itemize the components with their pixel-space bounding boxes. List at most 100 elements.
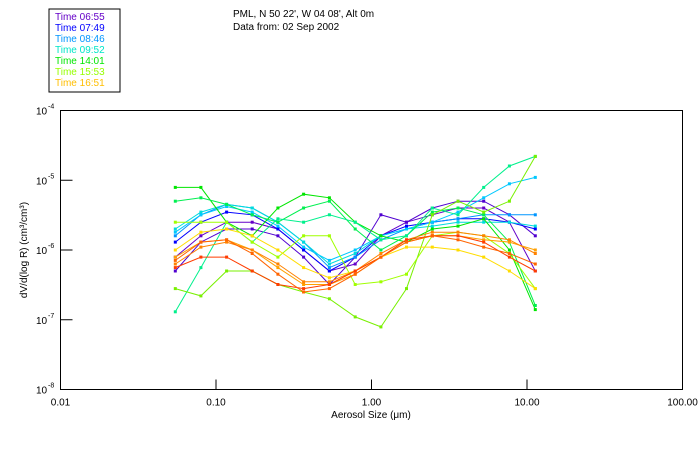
data-point [482,213,486,217]
data-point [533,252,537,255]
data-point [507,240,511,244]
data-point [533,269,537,273]
data-point [276,224,280,228]
data-point [353,220,357,224]
y-axis-label: dV/d(log R) (cm³/cm³) [19,202,30,298]
legend-entry: Time 08:46 [55,34,105,45]
data-point [250,234,254,238]
data-point [173,248,177,252]
data-point [327,269,331,273]
data-point [405,227,408,231]
data-point [276,206,280,210]
data-point [430,234,434,238]
data-point [430,224,434,228]
data-point [379,238,383,242]
data-point [225,227,229,231]
data-point [456,217,460,221]
y-tick-exponent: -4 [48,104,54,111]
legend-entry: Time 06:55 [55,12,105,23]
data-point [173,227,177,231]
data-point [405,272,408,276]
y-tick-label: 10 -6 [36,243,54,257]
data-point [276,248,280,252]
data-point [507,238,511,242]
data-point [327,276,331,280]
data-point [353,227,357,231]
data-point [533,248,537,252]
data-point [533,224,537,228]
series-11 [173,220,537,291]
data-point [327,213,331,217]
data-point [353,252,357,255]
data-point [199,245,203,249]
data-point [533,304,537,307]
data-point [379,234,383,238]
data-point [302,290,306,294]
x-tick-label: 0.01 [51,398,71,409]
data-point [302,245,306,249]
series-line [175,221,536,289]
series-16 [173,234,537,294]
series-line [175,197,536,306]
data-point [199,240,203,244]
data-point [353,269,357,273]
data-point [199,234,203,238]
data-point [250,248,254,252]
data-point [405,224,408,228]
data-point [405,245,408,249]
data-point [173,310,177,314]
data-point [199,213,203,217]
data-point [199,266,203,270]
x-axis-label: Aerosol Size (μm) [331,410,411,421]
series-line [174,155,536,313]
data-point [225,202,229,206]
data-point [482,217,486,221]
data-point [173,199,177,203]
data-point [327,297,331,301]
data-point [276,255,280,259]
data-point [327,199,331,203]
data-point [302,240,306,244]
data-point [482,240,486,244]
data-point [353,248,357,252]
data-point [173,234,177,238]
data-point [533,175,537,179]
legend-entry: Time 09:52 [55,45,105,56]
data-point [482,210,486,214]
data-point [353,283,357,286]
data-point [507,199,511,203]
data-point [379,255,383,259]
data-point [276,266,280,270]
data-point [276,220,280,224]
data-point [430,230,434,234]
data-point [173,185,177,189]
data-point [379,248,383,252]
data-point [276,262,280,266]
data-point [173,255,177,259]
y-tick-exponent: -8 [48,383,54,390]
data-point [327,196,331,200]
series-9 [173,154,537,314]
data-point [482,245,486,249]
data-point [507,164,511,168]
data-point [225,238,229,242]
data-point [507,213,511,217]
data-point [173,230,177,234]
y-tick-label: 10 -7 [36,313,54,327]
data-point [507,248,511,252]
data-point [327,287,331,291]
data-point [533,308,537,312]
x-tick-label: 10.00 [514,398,539,409]
data-point [173,262,177,266]
data-point [250,213,254,217]
data-point [456,234,460,238]
data-point [533,262,537,266]
data-point [379,213,383,217]
data-point [199,210,203,214]
data-point [276,217,280,221]
data-point [456,206,460,210]
y-tick-base: 10 [36,107,48,118]
data-point [405,240,408,244]
data-point [456,224,460,228]
